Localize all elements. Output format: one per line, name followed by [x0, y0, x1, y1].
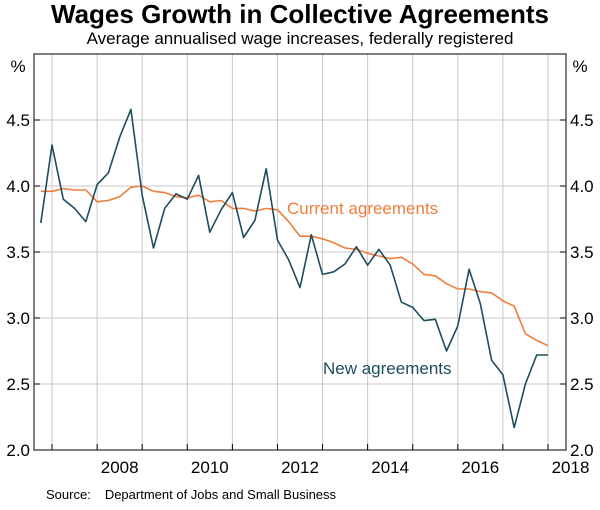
y-tick-label-right: 3.0	[570, 309, 594, 328]
x-tick-label: 2016	[461, 458, 499, 477]
x-tick-label: 2018	[552, 458, 590, 477]
y-tick-label-left: 3.5	[6, 243, 30, 262]
y-axis-unit-left: %	[10, 57, 25, 76]
series-label-current-agreements: Current agreements	[287, 199, 438, 218]
x-tick-label: 2008	[101, 458, 139, 477]
series-line-new-agreements	[40, 108, 548, 429]
y-tick-label-right: 2.5	[570, 375, 594, 394]
x-tick-label: 2010	[191, 458, 229, 477]
x-tick-label: 2014	[371, 458, 409, 477]
source-note: Source: Department of Jobs and Small Busi…	[46, 487, 336, 503]
axis-ticks	[34, 119, 566, 451]
y-tick-label-left: 3.0	[6, 309, 30, 328]
chart-subtitle: Average annualised wage increases, feder…	[86, 29, 514, 48]
axis-labels: 2.0 2.0 2.5 2.5 3.0 3.0 3.5 3.5 4.0 4.0 4.5 4.5 2008…	[6, 111, 593, 477]
chart-title: Wages Growth in Collective Agreements	[51, 0, 549, 29]
y-tick-label-right: 4.5	[570, 111, 594, 130]
y-tick-label-right: 3.5	[570, 243, 594, 262]
y-tick-label-left: 2.5	[6, 375, 30, 394]
y-axis-unit-right: %	[572, 57, 587, 76]
source-text: Department of Jobs and Small Business	[104, 487, 337, 502]
y-tick-label-left: 2.0	[6, 441, 30, 460]
series-lines	[40, 108, 549, 429]
y-tick-label-left: 4.5	[6, 111, 30, 130]
y-tick-label-right: 2.0	[570, 441, 594, 460]
series-line-current-agreements	[40, 185, 549, 347]
gridlines	[34, 54, 566, 450]
series-label-new-agreements: New agreements	[323, 359, 452, 378]
source-label: Source:	[46, 487, 91, 502]
y-tick-label-left: 4.0	[6, 177, 30, 196]
y-tick-label-right: 4.0	[570, 177, 594, 196]
x-tick-label: 2012	[281, 458, 319, 477]
